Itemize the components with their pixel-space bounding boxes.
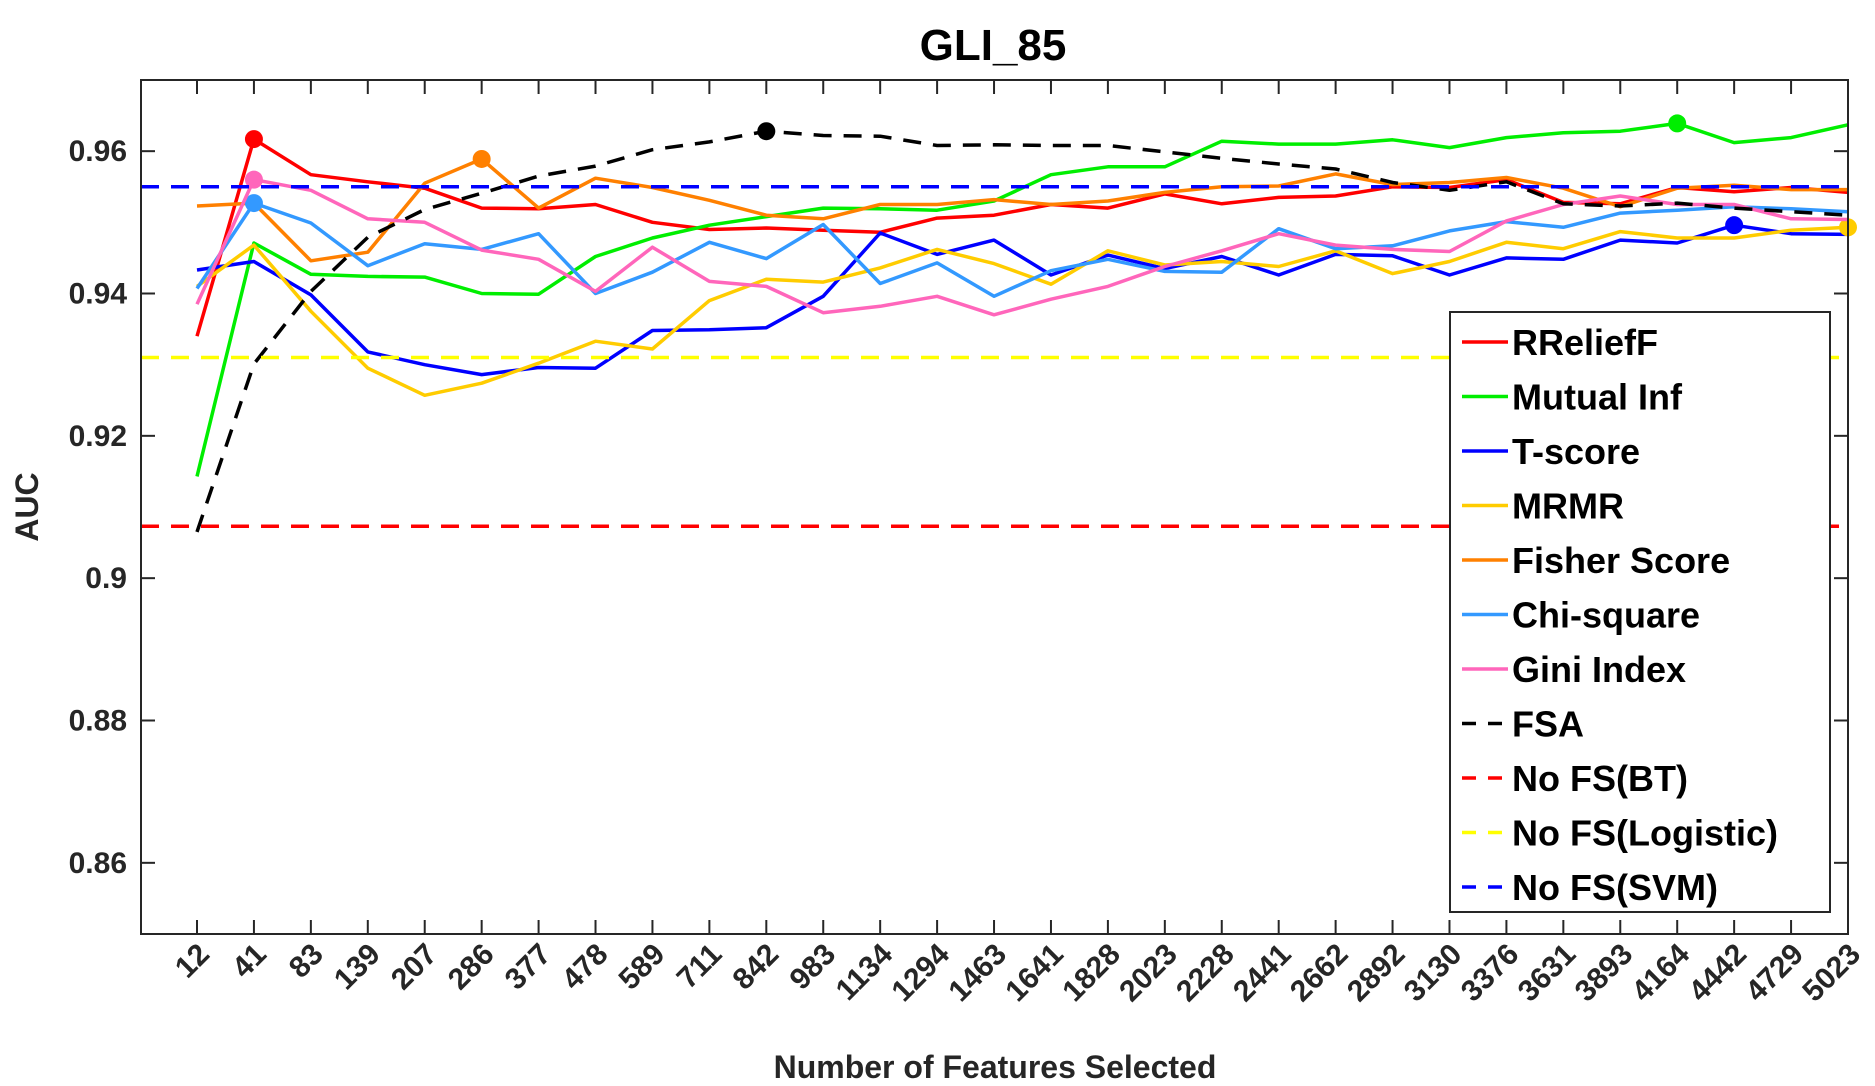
series-line-gini-index xyxy=(195,177,1849,317)
legend-label-t-score: T-score xyxy=(1512,431,1640,472)
x-axis-label: Number of Features Selected xyxy=(774,1049,1217,1085)
y-axis-label: AUC xyxy=(9,472,45,541)
legend-label-no-fs-bt: No FS(BT) xyxy=(1512,758,1688,799)
y-tick-label: 0.96 xyxy=(69,135,127,168)
series-marker-fsa xyxy=(757,122,776,141)
y-tick-label: 0.86 xyxy=(69,847,127,880)
y-tick-label: 0.92 xyxy=(69,420,127,453)
y-tick-label: 0.94 xyxy=(69,278,128,311)
series-line-t-score xyxy=(196,223,1849,377)
legend-label-gini-index: Gini Index xyxy=(1512,649,1686,690)
legend-label-fsa: FSA xyxy=(1512,704,1584,745)
series-marker-t-score xyxy=(1725,216,1744,235)
series-marker-mutual-inf xyxy=(1668,114,1687,133)
series-line-chi-square xyxy=(195,201,1849,299)
series-marker-gini-index xyxy=(244,170,263,189)
y-tick-label: 0.88 xyxy=(69,705,127,738)
legend-label-no-fs-logistic: No FS(Logistic) xyxy=(1512,813,1778,854)
series-line-fisher-score xyxy=(196,157,1848,263)
legend-box xyxy=(1449,311,1831,913)
legend-label-mrmr: MRMR xyxy=(1512,486,1624,527)
series-marker-rrelieff xyxy=(244,130,263,149)
legend-label-chi-square: Chi-square xyxy=(1512,595,1700,636)
y-tick-label: 0.9 xyxy=(85,562,127,595)
legend-label-fisher-score: Fisher Score xyxy=(1512,540,1730,581)
data-layer xyxy=(141,114,1857,533)
series-marker-chi-square xyxy=(244,194,263,213)
legend: RReliefF Mutual Inf T-score MRMR Fisher Scor… xyxy=(1449,311,1831,913)
legend-label-no-fs-svm: No FS(SVM) xyxy=(1512,867,1718,908)
legend-label-rrelieff: RReliefF xyxy=(1512,322,1658,363)
legend-label-mutual-inf: Mutual Inf xyxy=(1512,377,1683,418)
chart-title: GLI_85 xyxy=(920,21,1067,70)
series-line-fsa xyxy=(195,129,1849,533)
series-marker-fisher-score xyxy=(472,149,491,168)
series-line-mrmr xyxy=(195,225,1849,398)
